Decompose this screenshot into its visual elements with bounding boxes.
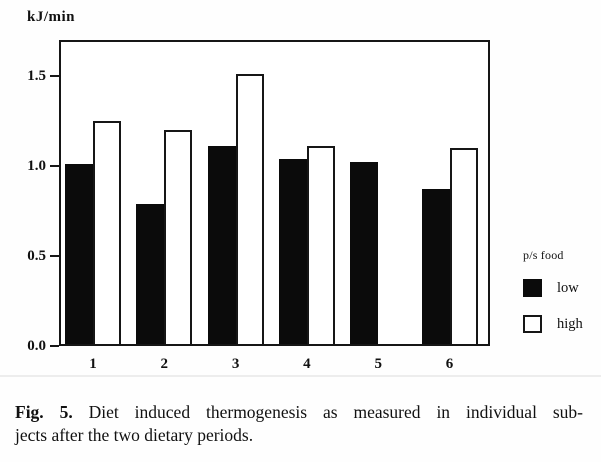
x-axis-label-2: 2 [160, 356, 169, 372]
plot-area [59, 40, 490, 346]
y-axis-title: kJ/min [27, 9, 76, 25]
bar-low-subject-2 [136, 204, 165, 344]
caption-line-2: jects after the two dietary periods. [15, 425, 254, 445]
legend: p/s food low high [523, 248, 598, 351]
legend-label-low: low [557, 279, 579, 296]
thermogenesis-bar-chart: kJ/min p/s food low high 1 2 3 4 5 6 0.0 0.5 1.0… [27, 9, 598, 372]
bar-high-subject-6 [449, 148, 478, 344]
bar-high-subject-1 [93, 121, 121, 344]
bar-low-subject-3 [207, 146, 236, 344]
x-axis-label-1: 1 [89, 356, 97, 372]
bar-high-subject-2 [164, 130, 193, 344]
caption-line-1: Fig. 5. Diet induced thermogenesis as me… [15, 401, 583, 424]
y-tick-0.0 [50, 345, 59, 347]
bar-low-subject-1 [65, 164, 93, 344]
legend-swatch-high-icon [523, 315, 542, 333]
figure-caption: Fig. 5. Diet induced thermogenesis as me… [15, 401, 583, 447]
y-tick-1.0 [50, 165, 59, 167]
bar-high-subject-3 [235, 74, 264, 344]
bar-low-subject-5 [350, 162, 379, 344]
x-axis-label-5: 5 [374, 356, 382, 372]
legend-item-low: low [523, 279, 598, 297]
x-axis-label-4: 4 [303, 356, 311, 372]
legend-item-high: high [523, 315, 598, 333]
y-tick-label-1.5: 1.5 [27, 68, 46, 84]
y-tick-label-0.5: 0.5 [27, 248, 46, 264]
bar-low-subject-6 [421, 189, 450, 344]
caption-figure-label: Fig. 5. [15, 402, 73, 422]
bar-low-subject-4 [278, 159, 307, 344]
y-tick-label-1.0: 1.0 [27, 158, 46, 174]
legend-swatch-low-icon [523, 279, 542, 297]
y-tick-0.5 [50, 255, 59, 257]
caption-line-1-text: Diet induced thermogenesis as measured i… [72, 402, 583, 422]
legend-label-high: high [557, 315, 583, 332]
x-axis-label-6: 6 [445, 356, 454, 372]
page-divider [0, 375, 601, 377]
x-axis-label-3: 3 [231, 356, 240, 372]
y-tick-1.5 [50, 75, 59, 77]
bar-high-subject-4 [306, 146, 335, 344]
y-tick-label-0.0: 0.0 [27, 338, 46, 354]
legend-title: p/s food [523, 248, 564, 262]
